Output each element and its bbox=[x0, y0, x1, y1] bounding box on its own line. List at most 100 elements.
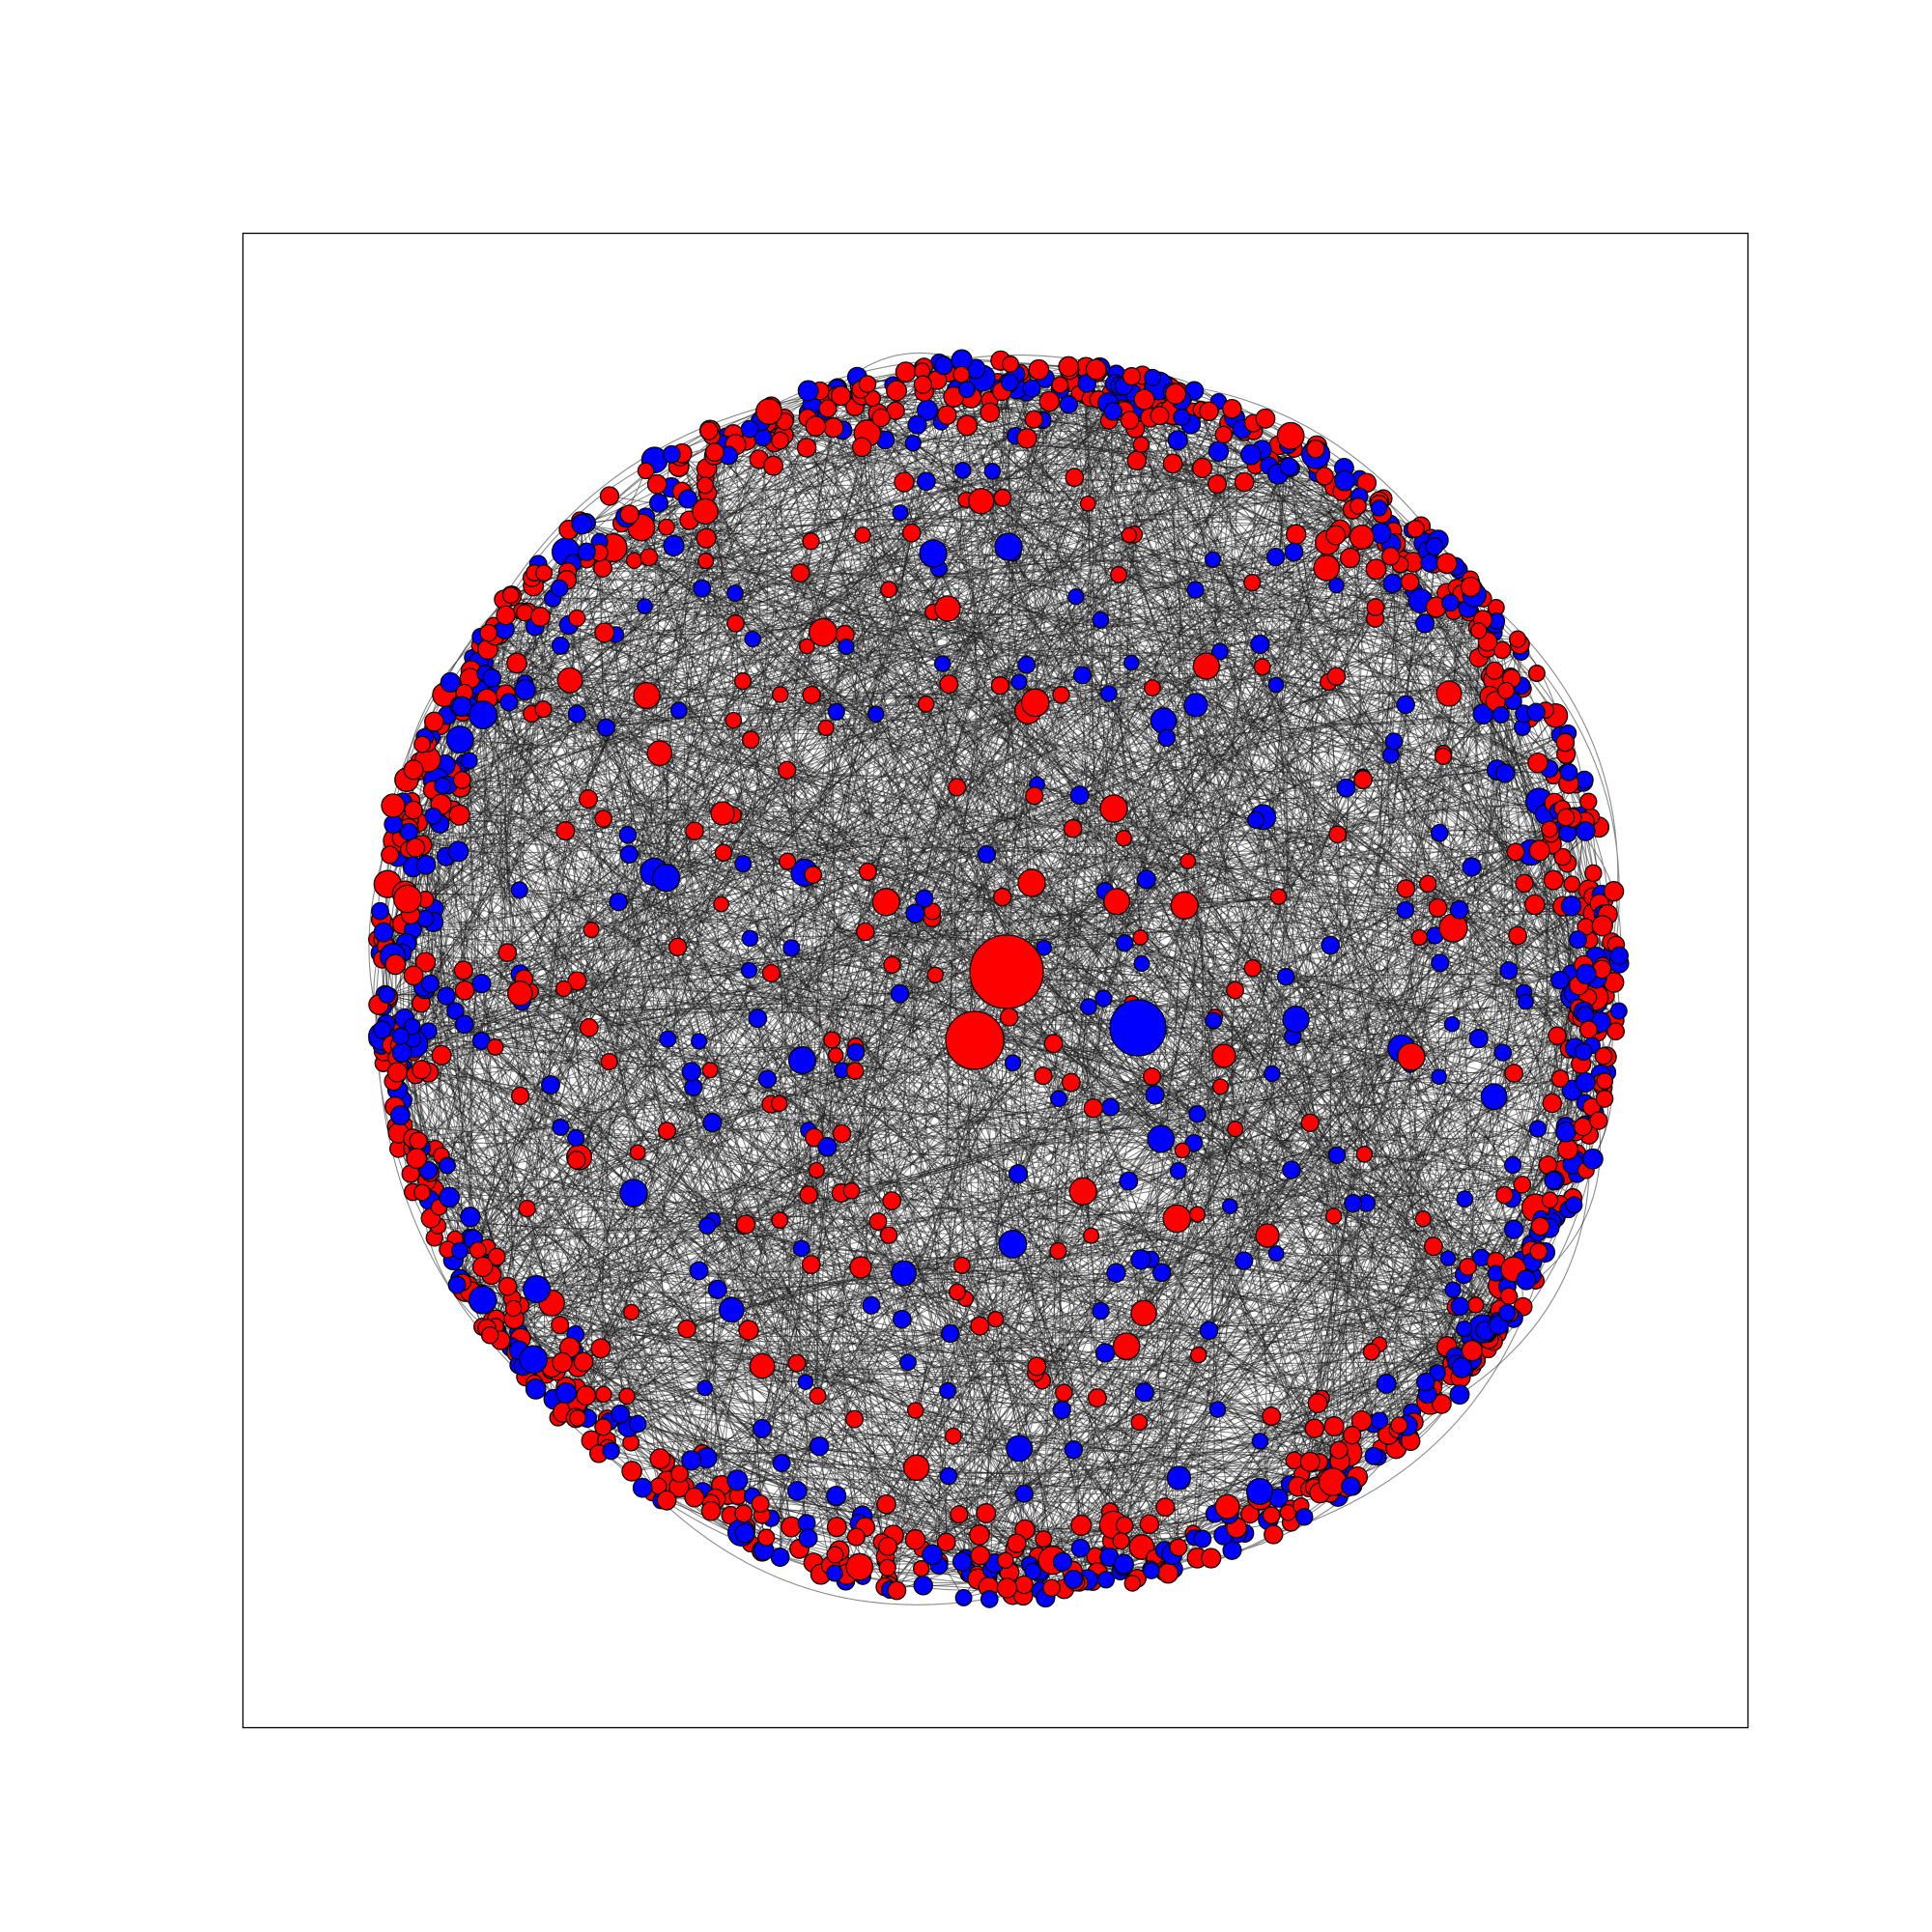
node bbox=[646, 473, 668, 495]
node bbox=[699, 421, 719, 440]
node bbox=[1380, 547, 1401, 566]
node bbox=[893, 1309, 912, 1329]
node bbox=[1450, 1296, 1470, 1317]
node bbox=[1240, 443, 1262, 466]
node bbox=[1192, 457, 1213, 478]
node bbox=[937, 405, 957, 425]
node bbox=[378, 985, 396, 1004]
node bbox=[1058, 355, 1080, 378]
node bbox=[1068, 1177, 1097, 1206]
node bbox=[1267, 1245, 1285, 1262]
node bbox=[1188, 1105, 1207, 1123]
node bbox=[1001, 373, 1019, 392]
node bbox=[663, 534, 685, 557]
node bbox=[987, 1311, 1005, 1328]
node bbox=[1456, 1190, 1474, 1208]
node bbox=[434, 777, 451, 795]
node bbox=[1123, 654, 1140, 671]
node bbox=[755, 398, 782, 426]
node bbox=[790, 563, 810, 583]
node bbox=[535, 564, 554, 582]
node bbox=[567, 1128, 585, 1148]
node bbox=[1328, 825, 1348, 844]
node bbox=[551, 636, 570, 655]
node bbox=[594, 810, 612, 828]
node bbox=[1321, 935, 1341, 955]
node bbox=[858, 375, 877, 393]
node bbox=[1193, 1529, 1212, 1548]
node bbox=[1575, 1071, 1596, 1093]
node bbox=[1199, 1321, 1219, 1341]
node bbox=[826, 1546, 844, 1564]
node bbox=[1596, 1072, 1614, 1091]
node bbox=[1589, 1111, 1608, 1130]
node bbox=[734, 855, 753, 873]
node bbox=[418, 1160, 439, 1180]
node bbox=[507, 980, 533, 1007]
node bbox=[609, 892, 628, 912]
node bbox=[577, 542, 596, 561]
node bbox=[1130, 1413, 1149, 1432]
node bbox=[656, 1490, 677, 1511]
node bbox=[939, 674, 959, 695]
node bbox=[1170, 891, 1199, 921]
node bbox=[525, 1378, 547, 1400]
node bbox=[1529, 1242, 1548, 1261]
node bbox=[1370, 499, 1388, 517]
node bbox=[1462, 857, 1482, 877]
node bbox=[1150, 406, 1170, 426]
node bbox=[796, 438, 817, 458]
node bbox=[1096, 1571, 1116, 1589]
node bbox=[1136, 869, 1156, 890]
node bbox=[651, 864, 681, 893]
node bbox=[1132, 929, 1149, 946]
node bbox=[1429, 1364, 1446, 1381]
node bbox=[689, 1261, 709, 1281]
node bbox=[714, 843, 733, 862]
node bbox=[404, 800, 423, 820]
node bbox=[1119, 1171, 1139, 1191]
node bbox=[926, 966, 944, 983]
node bbox=[1245, 1477, 1274, 1505]
node bbox=[632, 1477, 653, 1498]
node bbox=[1120, 411, 1140, 430]
node bbox=[802, 532, 820, 551]
node bbox=[976, 1503, 997, 1523]
node bbox=[753, 1419, 772, 1438]
node bbox=[1609, 1002, 1628, 1020]
node bbox=[1064, 1440, 1083, 1460]
node bbox=[1116, 934, 1134, 952]
node bbox=[681, 1450, 702, 1471]
node bbox=[1214, 425, 1233, 444]
node bbox=[1414, 1210, 1432, 1228]
node bbox=[1262, 1506, 1281, 1524]
node bbox=[1435, 553, 1458, 575]
node bbox=[1144, 679, 1161, 696]
node bbox=[726, 614, 745, 633]
node bbox=[1189, 1206, 1206, 1223]
node bbox=[424, 711, 444, 732]
node bbox=[945, 1427, 962, 1445]
node bbox=[1123, 1575, 1142, 1592]
node bbox=[956, 414, 979, 437]
node bbox=[1513, 1175, 1532, 1194]
node bbox=[1518, 993, 1534, 1010]
node bbox=[771, 686, 789, 703]
node bbox=[1366, 598, 1385, 616]
node bbox=[748, 1009, 768, 1029]
node bbox=[554, 1381, 578, 1405]
node bbox=[447, 840, 469, 863]
node bbox=[771, 1211, 789, 1230]
node bbox=[983, 463, 1002, 480]
node bbox=[1336, 778, 1356, 798]
node bbox=[1267, 676, 1285, 694]
node bbox=[856, 922, 875, 942]
node bbox=[701, 1062, 719, 1079]
edges bbox=[373, 358, 1619, 1599]
node bbox=[681, 1062, 701, 1082]
node bbox=[1199, 401, 1219, 421]
node bbox=[468, 700, 497, 730]
node bbox=[384, 953, 407, 976]
node bbox=[1010, 673, 1028, 691]
node bbox=[437, 986, 456, 1006]
